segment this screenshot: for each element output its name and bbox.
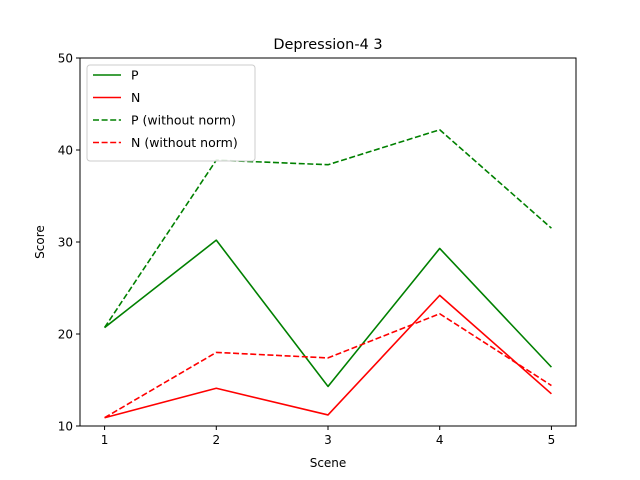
series-line-4 [104,312,552,419]
y-tick-label: 20 [58,328,73,342]
y-axis-label: Score [33,225,47,259]
plot-frame [79,57,577,427]
x-tick-label: 2 [212,433,220,447]
y-tick-label: 40 [58,144,73,158]
legend-label: N (without norm) [131,135,238,150]
y-tick-label: 50 [58,52,73,66]
series-layer [103,128,553,419]
series-line-1 [104,239,553,388]
x-tick-label: 5 [548,433,556,447]
y-axis-ticks: 10 20 30 40 50 [58,52,80,434]
x-tick-label: 1 [101,433,109,447]
legend-label: N [131,90,140,105]
legend-label: P (without norm) [131,113,236,128]
x-axis-label: Scene [310,456,347,470]
series-line-3 [103,128,552,329]
y-tick-label: 30 [58,236,73,250]
legend-box [86,64,256,162]
series-line-2 [104,294,552,419]
chart-title: Depression-4 3 [273,37,382,53]
x-tick-label: 4 [436,433,444,447]
legend-label: P [131,68,139,83]
x-axis-ticks: 1 2 3 4 5 [101,426,555,447]
y-tick-label: 10 [58,420,73,434]
legend: PN P (without norm) N (without norm) [86,64,256,162]
x-tick-label: 3 [324,433,332,447]
